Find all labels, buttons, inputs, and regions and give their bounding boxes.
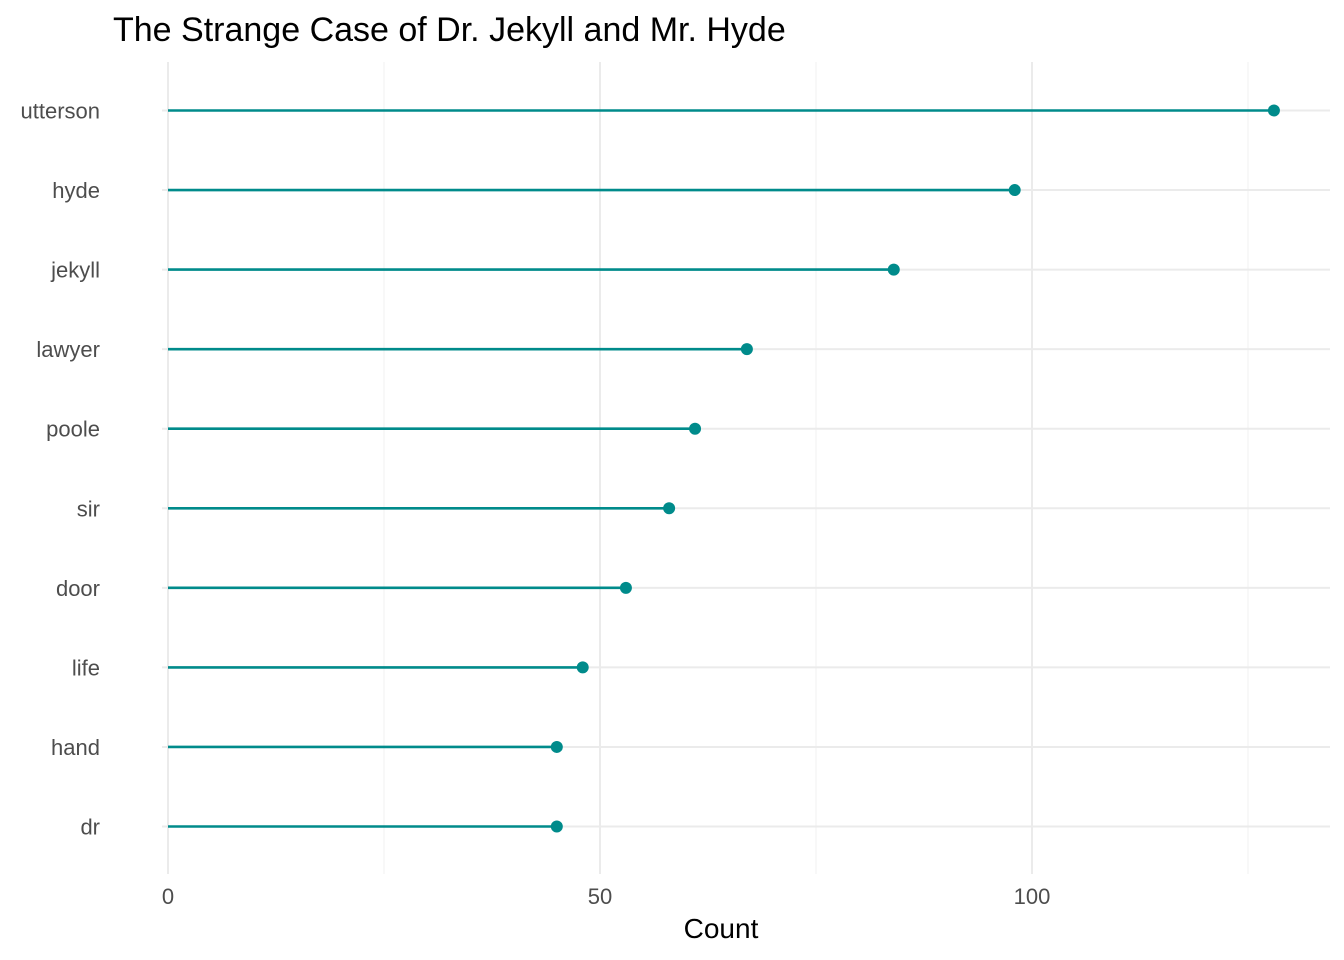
chart-title: The Strange Case of Dr. Jekyll and Mr. H… (113, 11, 786, 49)
minor-gridlines (383, 62, 1249, 874)
point-utterson (1267, 104, 1280, 117)
point-hyde (1008, 184, 1021, 197)
point-lawyer (740, 343, 753, 356)
y-axis-tick-labels: utterson hyde jekyll lawyer poole sir door life… (21, 99, 101, 840)
x-tick-label-50: 50 (588, 884, 612, 909)
y-tick-label-lawyer: lawyer (36, 337, 100, 362)
point-jekyll (887, 263, 900, 276)
x-tick-label-100: 100 (1014, 884, 1051, 909)
point-poole (689, 422, 702, 435)
point-sir (663, 502, 676, 515)
point-life (576, 661, 589, 674)
major-gridlines (162, 62, 1330, 874)
point-dr (550, 820, 563, 833)
y-tick-label-hyde: hyde (52, 178, 100, 203)
y-tick-label-utterson: utterson (21, 99, 101, 124)
y-tick-label-sir: sir (77, 496, 100, 521)
y-tick-label-poole: poole (46, 417, 100, 442)
x-tick-label-0: 0 (162, 884, 174, 909)
y-tick-label-life: life (72, 655, 100, 680)
x-axis-label: Count (684, 913, 759, 944)
point-door (619, 581, 632, 594)
point-hand (550, 740, 563, 753)
y-tick-label-jekyll: jekyll (50, 258, 100, 283)
y-tick-label-hand: hand (51, 735, 100, 760)
y-tick-label-dr: dr (80, 815, 100, 840)
lollipop-stems (168, 109, 1274, 828)
lollipop-points (550, 104, 1280, 833)
y-tick-label-door: door (56, 576, 100, 601)
x-axis-tick-labels: 0 50 100 (162, 884, 1050, 909)
